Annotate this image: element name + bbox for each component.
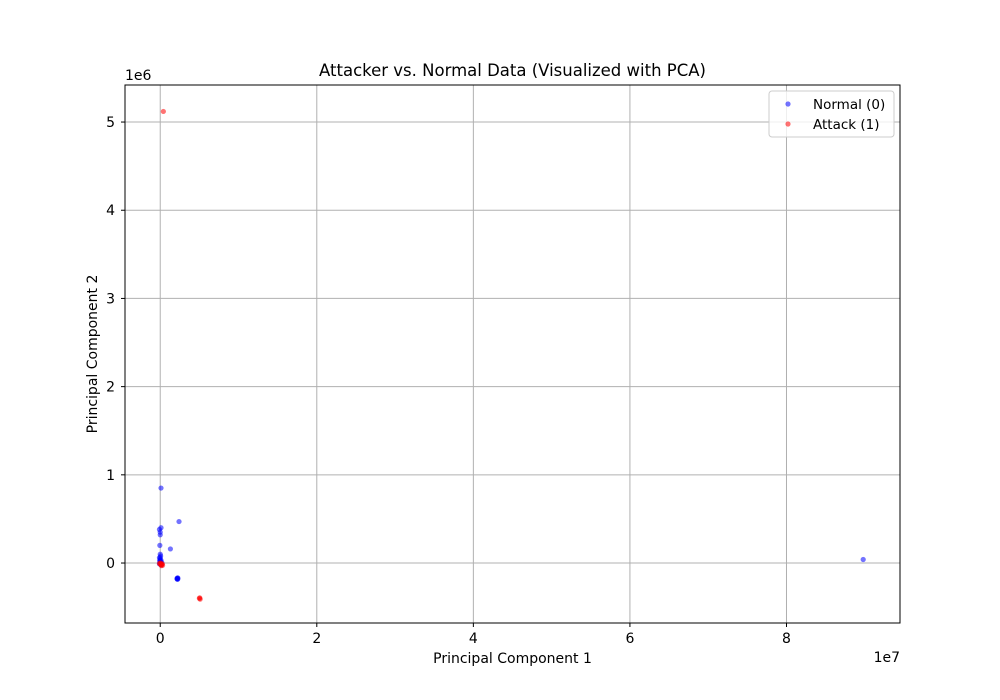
legend-label-attack-1: Attack (1) <box>813 117 880 133</box>
x-axis-label: Principal Component 1 <box>433 651 592 667</box>
y-axis-label: Principal Component 2 <box>85 275 101 434</box>
y-axis-multiplier: 1e6 <box>125 68 152 84</box>
point-normal-0 <box>157 542 163 548</box>
x-tick-label: 0 <box>156 631 165 647</box>
point-normal-0 <box>167 546 174 552</box>
point-normal-0 <box>174 576 181 582</box>
axis-ticks: 0 2 4 6 8 0 1 2 3 4 5 <box>106 115 791 647</box>
y-tick-label: 3 <box>106 291 115 307</box>
x-tick-label: 4 <box>469 631 478 647</box>
y-tick-label: 1 <box>106 468 115 484</box>
y-tick-label: 4 <box>106 203 115 219</box>
chart-title: Attacker vs. Normal Data (Visualized wit… <box>319 61 706 80</box>
legend-marker-normal-0 <box>785 101 791 107</box>
point-attack-1 <box>160 108 166 115</box>
point-normal-0 <box>860 556 866 563</box>
legend-box <box>768 90 895 138</box>
legend-marker-attack-1 <box>785 121 791 127</box>
plot-frame <box>124 84 901 624</box>
x-tick-label: 8 <box>782 631 791 647</box>
point-attack-1 <box>197 595 203 601</box>
x-axis-multiplier: 1e7 <box>874 650 900 666</box>
x-tick-label: 2 <box>312 631 321 647</box>
legend: Normal (0) Attack (1) <box>768 90 895 138</box>
data-points <box>156 108 866 602</box>
point-normal-0 <box>158 485 164 491</box>
y-tick-label: 2 <box>106 380 115 396</box>
y-tick-label: 0 <box>106 556 115 572</box>
y-tick-label: 5 <box>106 115 115 131</box>
legend-label-normal-0: Normal (0) <box>813 97 885 113</box>
point-normal-0 <box>157 532 163 538</box>
x-tick-label: 6 <box>625 631 634 647</box>
grid-lines <box>125 85 900 623</box>
point-attack-1 <box>159 561 165 567</box>
point-normal-0 <box>176 518 182 525</box>
